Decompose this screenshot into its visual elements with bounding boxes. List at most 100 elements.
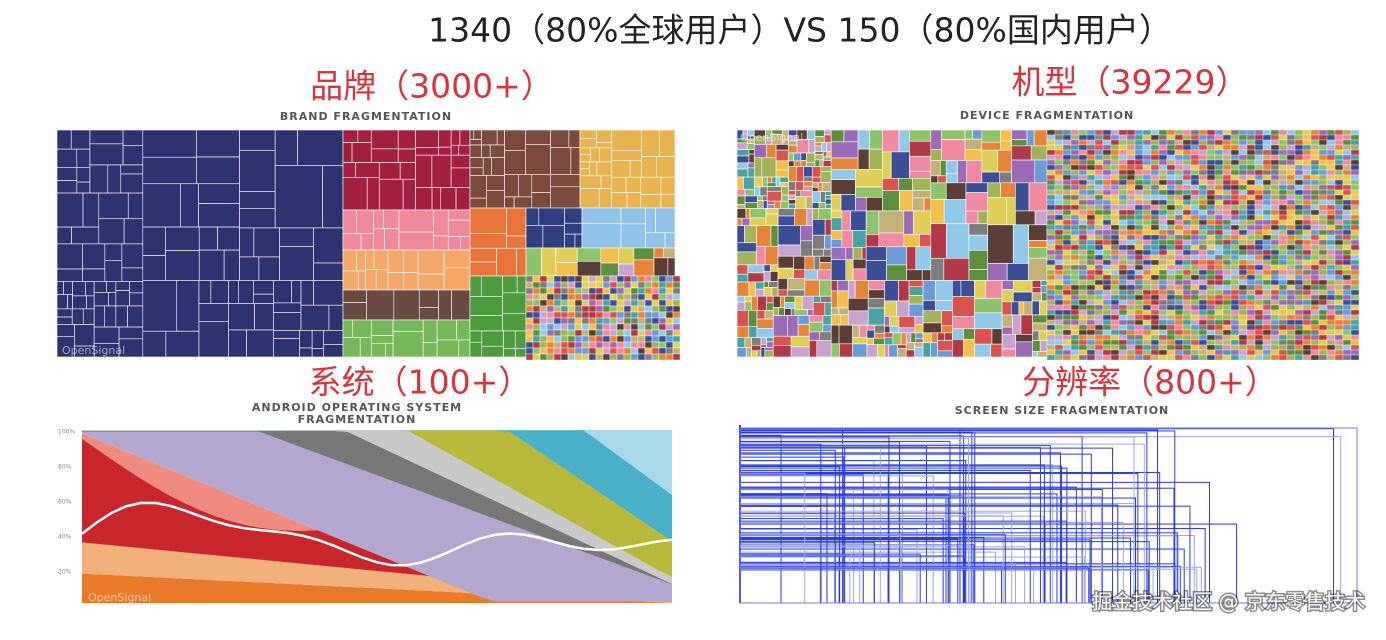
- tile: [764, 309, 774, 320]
- tile: [1078, 244, 1088, 251]
- tile: [1118, 224, 1128, 231]
- tile: [1078, 224, 1088, 231]
- tile: [1342, 279, 1352, 286]
- tile: [857, 129, 871, 150]
- tile: [1174, 309, 1184, 316]
- tile: [588, 335, 597, 343]
- tile: [1150, 254, 1160, 261]
- tile: [1142, 149, 1152, 156]
- tile: [1286, 339, 1296, 346]
- tile: [1142, 319, 1152, 326]
- tile: [1334, 319, 1344, 326]
- tile: [1294, 309, 1304, 316]
- tile: [1062, 199, 1072, 206]
- tile: [574, 275, 583, 283]
- tile: [898, 315, 916, 329]
- tile: [886, 246, 907, 266]
- tile: [672, 317, 681, 325]
- tile: [253, 280, 274, 295]
- tile: [1246, 239, 1256, 246]
- tile: [1150, 164, 1160, 171]
- tile: [841, 230, 854, 248]
- tile: [581, 341, 590, 349]
- tile: [525, 275, 534, 283]
- tile: [1238, 304, 1248, 311]
- size-outline: [739, 431, 973, 604]
- tile: [1278, 354, 1288, 361]
- size-outline: [739, 541, 1150, 604]
- tile: [1062, 319, 1072, 326]
- tile: [1102, 154, 1112, 161]
- tile: [1254, 134, 1264, 141]
- tile: [1011, 139, 1028, 147]
- tile: [746, 143, 755, 150]
- tile: [1182, 314, 1192, 321]
- tile: [1230, 344, 1240, 351]
- tile: [1094, 179, 1104, 186]
- tile: [165, 330, 200, 358]
- tile: [1350, 194, 1360, 201]
- tile: [1142, 164, 1152, 171]
- tile: [1262, 249, 1272, 256]
- tile: [644, 347, 653, 355]
- tile: [1054, 219, 1064, 226]
- tile: [1270, 254, 1280, 261]
- tile: [1326, 299, 1336, 306]
- tile: [660, 176, 676, 195]
- tile: [581, 305, 590, 313]
- tile: [1350, 324, 1360, 331]
- tile: [1174, 224, 1184, 231]
- tile: [616, 293, 625, 301]
- tile: [1222, 274, 1232, 281]
- tile: [1246, 164, 1256, 171]
- tile: [1015, 341, 1033, 358]
- tile: [868, 148, 883, 170]
- tile: [1182, 339, 1192, 346]
- tile: [1214, 269, 1224, 276]
- tile: [1310, 309, 1320, 316]
- tile: [1046, 184, 1056, 191]
- tile: [1206, 159, 1216, 166]
- tile: [830, 210, 843, 219]
- size-outline: [739, 493, 828, 604]
- tile: [653, 247, 664, 259]
- tile: [1054, 259, 1064, 266]
- tile: [1342, 224, 1352, 231]
- tile: [1174, 279, 1184, 286]
- tile: [1238, 189, 1248, 196]
- tile: [822, 151, 828, 158]
- tile: [1174, 184, 1184, 191]
- tile: [1174, 159, 1184, 166]
- tile: [1166, 234, 1176, 241]
- tile: [1158, 234, 1168, 241]
- tile: [1254, 299, 1264, 306]
- tile: [1206, 214, 1216, 221]
- tile: [1214, 349, 1224, 356]
- tile: [1334, 234, 1344, 241]
- tile: [1270, 224, 1280, 231]
- tile: [1350, 149, 1360, 156]
- tile: [1094, 294, 1104, 301]
- tile: [1018, 301, 1025, 316]
- tile: [574, 305, 583, 313]
- tile: [1078, 234, 1088, 241]
- area-band: [82, 430, 672, 585]
- tile: [342, 177, 368, 211]
- tile: [1174, 249, 1184, 256]
- tile: [1142, 254, 1152, 261]
- tile: [1158, 154, 1168, 161]
- tile: [581, 323, 590, 331]
- tile: [1326, 234, 1336, 241]
- tile: [1286, 344, 1296, 351]
- tile: [525, 323, 534, 331]
- tile: [897, 344, 907, 349]
- tile: [1206, 334, 1216, 341]
- tile: [1150, 309, 1160, 316]
- tile: [1262, 194, 1272, 201]
- tile: [1206, 249, 1216, 256]
- tile: [1190, 294, 1200, 301]
- tile: [1262, 294, 1272, 301]
- tile: [1070, 149, 1080, 156]
- tile: [1302, 299, 1312, 306]
- tile: [1270, 319, 1280, 326]
